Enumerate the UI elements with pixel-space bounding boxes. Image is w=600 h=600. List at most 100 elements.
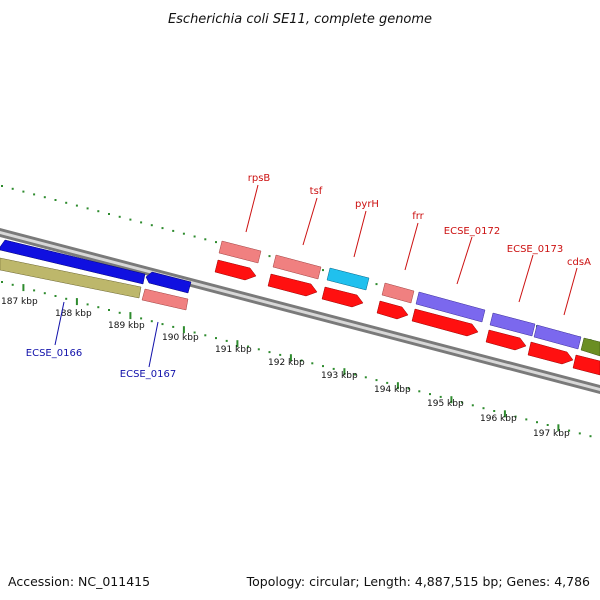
leader-frr (404, 222, 419, 271)
inner-tick-minor (172, 325, 175, 328)
tick-label-196: 196 kbp (480, 414, 517, 424)
inner-tick-minor (536, 421, 538, 424)
inner-tick-minor (407, 387, 410, 390)
gene-tsf-cds (272, 254, 322, 280)
inner-tick-minor (193, 331, 196, 334)
gene-label-ECSE_0172: ECSE_0172 (444, 226, 500, 237)
gene-label-cdsA: cdsA (567, 257, 591, 268)
gene-cdsA-cds (580, 337, 600, 357)
leader-ECSE_0172 (456, 236, 473, 285)
gene-labels: rpsB tsf pyrH frr ECSE_0172 ECSE_0173 cd… (26, 173, 591, 380)
inner-tick-minor (215, 337, 217, 340)
outer-tick-minor (150, 224, 153, 227)
gene-frr-gene (376, 300, 409, 320)
gene-pyrH-gene (321, 286, 364, 308)
outer-tick-minor (161, 227, 164, 230)
inner-tick-major (75, 298, 78, 306)
gene-ECSE_0172-cds (415, 291, 486, 323)
inner-tick-major (396, 382, 399, 390)
inner-tick-minor (546, 424, 549, 426)
outer-tick-minor (43, 196, 46, 199)
inner-tick-minor (204, 334, 207, 337)
outer-tick-minor (22, 190, 25, 193)
gene-label-ECSE_0173: ECSE_0173 (507, 244, 563, 255)
leader-pyrH (353, 210, 367, 258)
gene-label-ECSE_0166: ECSE_0166 (26, 348, 82, 359)
inner-tick-major (289, 354, 292, 362)
outer-tick-minor (215, 241, 217, 244)
inner-tick-minor (247, 345, 250, 348)
outer-tick-minor (204, 238, 207, 241)
inner-tick-minor (578, 432, 581, 435)
leader-ECSE_0173 (518, 254, 534, 303)
gene-label-rpsB: rpsB (248, 173, 271, 184)
inner-tick-minor (439, 395, 442, 398)
outer-tick-minor (182, 232, 185, 235)
outer-tick-minor (129, 218, 132, 221)
gene-ECSE_0173-cds (489, 312, 536, 337)
gene-frr-cds (381, 282, 415, 304)
gene-ECSE_0166-feature (0, 239, 146, 285)
leader-rpsB (245, 184, 259, 233)
tick-label-190: 190 kbp (162, 333, 199, 343)
inner-tick-major (450, 396, 453, 404)
leader-ECSE_0167 (148, 321, 159, 368)
tick-label-195: 195 kbp (427, 399, 464, 409)
leader-tsf (302, 197, 318, 246)
outer-tick-minor (108, 213, 110, 215)
accession-text: Accession: NC_011415 (8, 574, 150, 589)
outer-tick-minor (11, 187, 14, 190)
inner-tick-minor (429, 393, 431, 396)
outer-tick-minor (33, 193, 36, 196)
inner-tick-minor (354, 373, 357, 376)
inner-tick-minor (375, 379, 378, 382)
genome-summary-text: Topology: circular; Length: 4,887,515 bp… (246, 574, 590, 589)
inner-tick-minor (568, 429, 571, 432)
inner-tick-minor (65, 297, 68, 300)
backbone (0, 228, 600, 394)
leader-cdsA (563, 267, 578, 316)
tick-label-197: 197 kbp (533, 429, 570, 439)
inner-tick-major (343, 368, 346, 376)
inner-tick-minor (493, 410, 496, 412)
inner-tick-minor (589, 435, 592, 438)
outer-tick-minor (86, 207, 89, 210)
tick-label-191: 191 kbp (215, 345, 252, 355)
inner-tick-minor (140, 317, 143, 320)
inner-tick-minor (386, 381, 389, 384)
gene-tsf-gene (267, 273, 318, 297)
inner-tick-minor (525, 418, 528, 421)
gene-track (0, 257, 600, 376)
inner-tick-minor (33, 289, 36, 292)
map-title: Escherichia coli SE11, complete genome (168, 12, 432, 27)
inner-tick-minor (471, 404, 474, 407)
gene-label-ECSE_0167: ECSE_0167 (120, 369, 176, 380)
inner-tick-minor (268, 351, 271, 354)
inner-tick-major (503, 410, 506, 418)
inner-tick-major (557, 424, 560, 432)
outer-tick-minor (75, 204, 78, 207)
inner-tick-minor (300, 359, 303, 362)
gene-ECSE_0167-feature (145, 271, 192, 294)
gene-rpsB-cds (218, 240, 262, 264)
gene-label-tsf: tsf (310, 186, 323, 197)
inner-tick-minor (364, 376, 367, 379)
inner-tick-minor (118, 311, 121, 314)
inner-tick-minor (322, 365, 324, 368)
inner-tick-minor (461, 401, 464, 404)
outer-tick-minor (268, 255, 271, 258)
outer-tick-minor (375, 283, 378, 286)
inner-tick-minor (311, 362, 314, 365)
inner-tick-minor (11, 283, 14, 286)
gene-cdsA-gene (572, 354, 600, 376)
label-leaders (54, 184, 578, 368)
tick-label-188: 188 kbp (55, 309, 92, 319)
outer-tick-minor (193, 235, 196, 238)
gene-ECSE_0173b-cds (533, 324, 582, 350)
gene-ECSE_0167-gene (141, 288, 189, 311)
inner-tick-minor (161, 323, 164, 326)
inner-tick-minor (332, 367, 335, 370)
gene-ECSE_0173b-gene (527, 341, 574, 365)
inner-tick-major (22, 284, 25, 292)
